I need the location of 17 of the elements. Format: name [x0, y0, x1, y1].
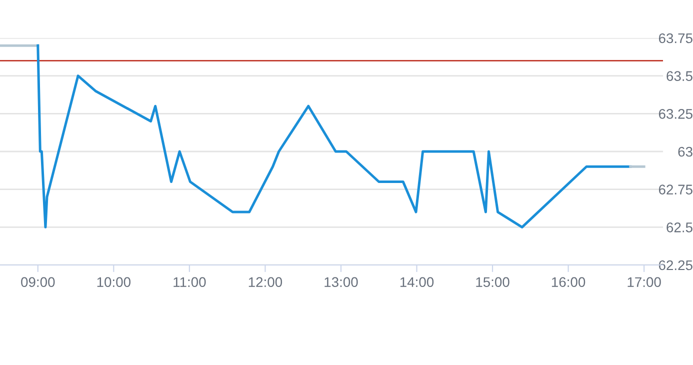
y-tick-label: 63.5 [666, 71, 692, 82]
x-tick-label: 11:00 [174, 277, 206, 288]
x-tick-label: 14:00 [400, 277, 434, 288]
x-tick-label: 15:00 [476, 277, 510, 288]
line-series [36, 44, 632, 228]
y-tick-label: 62.75 [658, 184, 692, 195]
x-tick-label: 16:00 [552, 277, 586, 288]
y-tick-label: 63.25 [658, 109, 692, 119]
x-tick-label: 17:00 [628, 277, 661, 288]
y-tick-label: 62.5 [666, 222, 692, 232]
y-tick-label: 62.25 [658, 260, 692, 270]
x-tick-label: 09:00 [21, 277, 55, 288]
x-tick-label: 10:00 [97, 277, 130, 288]
y-tick-label: 63.75 [658, 33, 692, 44]
x-tick-label: 13:00 [324, 277, 358, 288]
x-tick-label: 12:00 [248, 277, 282, 288]
y-tick-label: 63 [678, 146, 692, 157]
